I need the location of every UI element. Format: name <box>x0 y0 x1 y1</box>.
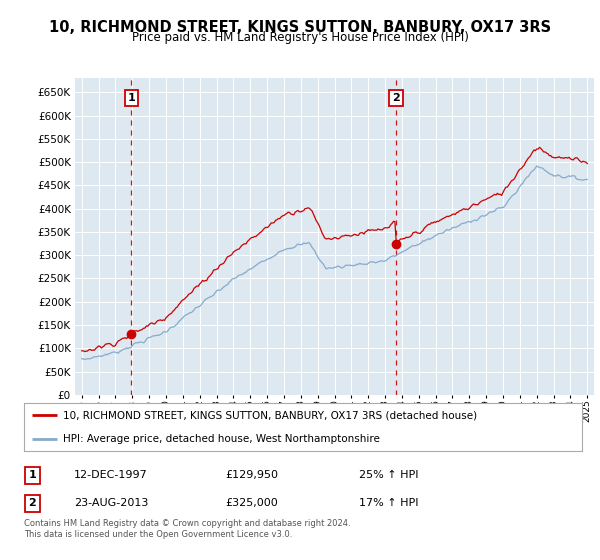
Text: £325,000: £325,000 <box>225 498 278 508</box>
Text: 2: 2 <box>392 93 400 103</box>
Text: 2: 2 <box>28 498 36 508</box>
Text: 10, RICHMOND STREET, KINGS SUTTON, BANBURY, OX17 3RS (detached house): 10, RICHMOND STREET, KINGS SUTTON, BANBU… <box>63 410 477 420</box>
Text: 10, RICHMOND STREET, KINGS SUTTON, BANBURY, OX17 3RS: 10, RICHMOND STREET, KINGS SUTTON, BANBU… <box>49 20 551 35</box>
Text: Contains HM Land Registry data © Crown copyright and database right 2024.
This d: Contains HM Land Registry data © Crown c… <box>24 520 350 539</box>
Text: 23-AUG-2013: 23-AUG-2013 <box>74 498 149 508</box>
Text: £129,950: £129,950 <box>225 470 278 480</box>
Text: 25% ↑ HPI: 25% ↑ HPI <box>359 470 418 480</box>
Text: 12-DEC-1997: 12-DEC-1997 <box>74 470 148 480</box>
Text: 1: 1 <box>28 470 36 480</box>
Text: 17% ↑ HPI: 17% ↑ HPI <box>359 498 418 508</box>
Text: HPI: Average price, detached house, West Northamptonshire: HPI: Average price, detached house, West… <box>63 434 380 444</box>
Text: Price paid vs. HM Land Registry's House Price Index (HPI): Price paid vs. HM Land Registry's House … <box>131 31 469 44</box>
Text: 1: 1 <box>128 93 136 103</box>
